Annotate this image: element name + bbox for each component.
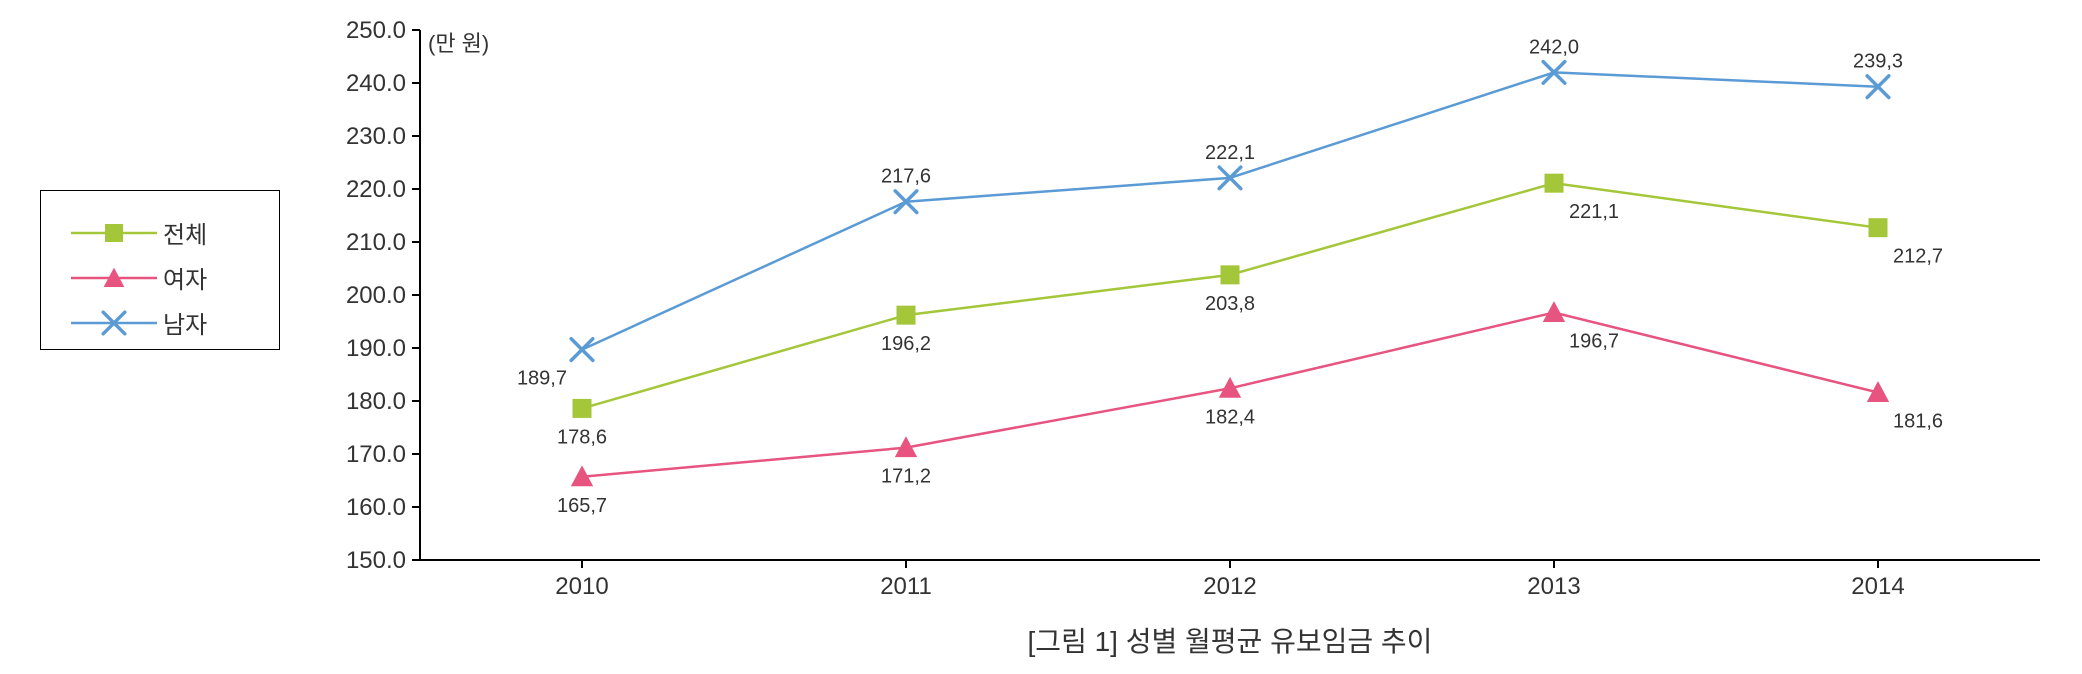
y-axis-unit-label: (만 원) [428,26,489,58]
y-tick-label: 210.0 [346,229,406,256]
line-chart: 150.0 160.0 170.0 180.0 190.0 200.0 210.0 220.0… [0,0,2082,674]
value-label: 239,3 [1853,51,1903,73]
value-label: 222,1 [1205,142,1255,164]
y-tick-label: 190.0 [346,335,406,362]
y-tick-label: 230.0 [346,123,406,150]
series-female: 165,7 171,2 182,4 196,7 181,6 [557,302,1943,517]
value-label: 165,7 [557,495,607,517]
y-tick-label: 200.0 [346,282,406,309]
value-label: 221,1 [1569,201,1619,223]
x-tick-label: 2010 [555,573,608,600]
x-tick-label: 2014 [1851,573,1904,600]
y-tick-label: 170.0 [346,441,406,468]
y-tick-label: 150.0 [346,547,406,574]
value-label: 171,2 [881,466,931,488]
x-tick-label: 2013 [1527,573,1580,600]
x-tick-label: 2012 [1203,573,1256,600]
x-tick-label: 2011 [880,573,932,600]
value-label: 178,6 [557,426,607,448]
value-label: 181,6 [1893,411,1943,433]
y-tick-label: 180.0 [346,388,406,415]
value-label: 196,7 [1569,330,1619,352]
marker-square [1221,266,1239,284]
value-label: 217,6 [881,166,931,188]
chart-caption: [그림 1] 성별 월평균 유보임금 추이 [420,620,2040,660]
marker-square [1545,174,1563,192]
marker-square [897,306,915,324]
y-tick-label: 220.0 [346,176,406,203]
marker-triangle [1544,302,1565,321]
series-male: 189,7 217,6 222,1 242,0 239,3 [517,36,1903,389]
y-tick-label: 160.0 [346,494,406,521]
marker-square [573,399,591,417]
value-label: 182,4 [1205,406,1255,428]
y-tick-label: 250.0 [346,17,406,44]
marker-square [1869,219,1887,237]
value-label: 189,7 [517,368,567,390]
value-label: 212,7 [1893,246,1943,268]
y-tick-label: 240.0 [346,70,406,97]
value-label: 242,0 [1529,36,1579,58]
value-label: 203,8 [1205,293,1255,315]
chart-container: 전체여자남자 150.0160.0170.0180.0190.0200.0210… [0,0,2082,674]
value-label: 196,2 [881,333,931,355]
